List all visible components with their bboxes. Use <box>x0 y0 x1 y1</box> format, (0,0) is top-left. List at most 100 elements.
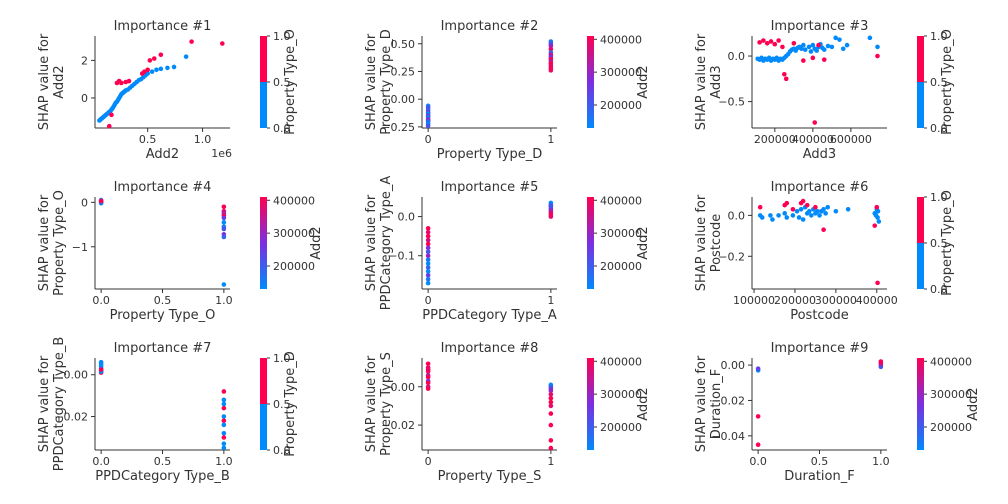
data-point <box>821 206 826 212</box>
data-point <box>825 43 831 49</box>
colorbar-tick-label: 200000 <box>930 421 972 434</box>
data-point <box>158 66 164 72</box>
x-tick-label: 0.5 <box>154 294 172 307</box>
x-tick-label: 1.0 <box>215 294 233 307</box>
data-point <box>221 226 227 232</box>
data-point <box>109 112 114 118</box>
data-point <box>425 280 431 286</box>
y-tick-label: 0 <box>81 196 88 209</box>
y-tick-label: −0.02 <box>54 411 88 424</box>
y-tick-label: 0.00 <box>64 369 89 382</box>
x-axis-label: Property Type_S <box>438 469 542 484</box>
chart-title: Importance #4 <box>114 180 212 195</box>
data-point <box>770 217 775 222</box>
data-point <box>801 58 806 63</box>
x-tick-label: 0 <box>425 294 432 307</box>
data-point <box>425 272 431 278</box>
y-tick-label: 0.00 <box>391 93 416 106</box>
x-tick-label: 0 <box>425 133 432 146</box>
data-point <box>816 42 821 48</box>
x-offset-label: 1e6 <box>211 147 232 160</box>
data-point <box>875 215 880 220</box>
data-point <box>548 411 554 416</box>
colorbar-tick-label: 0.5 <box>930 237 948 250</box>
x-axis-label: Property Type_O <box>110 308 216 323</box>
y-tick-label: −0.04 <box>711 430 745 443</box>
chart-title: Importance #7 <box>114 341 212 356</box>
y-tick-label: −0.25 <box>381 121 415 134</box>
data-point <box>768 39 774 44</box>
data-point <box>221 397 227 403</box>
colorbar-tick-label: 1.0 <box>273 30 291 43</box>
data-point <box>845 206 851 212</box>
y-tick-label: −0.2 <box>718 250 745 263</box>
colorbar-label: Add2 <box>636 65 651 98</box>
colorbar-tick-label: 0.0 <box>930 283 948 296</box>
y-tick-label: −0.02 <box>381 419 415 432</box>
x-tick-label: 1.0 <box>872 455 890 468</box>
subplot-4: Importance #4 0.0 0.5 1.0 −1 0 Property Type_O… <box>37 180 324 323</box>
data-point <box>220 41 225 46</box>
x-axis-label: Postcode <box>790 308 849 323</box>
data-point <box>221 401 227 407</box>
data-point <box>425 123 431 129</box>
colorbar-gradient <box>587 197 594 289</box>
y-tick-label: 2 <box>81 54 88 67</box>
data-point <box>833 35 838 41</box>
chart-title: Importance #5 <box>441 180 539 195</box>
data-point <box>106 123 112 129</box>
data-point <box>878 364 884 370</box>
colorbar-label: Add2 <box>636 226 651 259</box>
y-tick-label: 0.25 <box>391 65 416 78</box>
colorbar-tick-label: 300000 <box>273 227 315 240</box>
colorbar-tick-label: 400000 <box>600 33 642 46</box>
colorbar-low-segment <box>260 82 267 128</box>
data-point <box>425 245 431 251</box>
colorbar-tick-label: 200000 <box>600 421 642 434</box>
data-point <box>425 386 431 391</box>
y-axis-label-line1: SHAP value for <box>694 355 709 452</box>
data-point <box>425 261 431 266</box>
data-point <box>776 38 781 43</box>
subplot-9: Importance #90.0 0.5 1.0−0.04−0.020.00Dura… <box>694 341 981 484</box>
colorbar-high-segment <box>260 358 267 404</box>
y-tick-label: 0.00 <box>721 359 746 372</box>
x-tick-label: 300000 <box>815 294 857 307</box>
colorbar-tick-label: 300000 <box>600 388 642 401</box>
chart-title: Importance #9 <box>771 341 869 356</box>
x-tick-label: 0.5 <box>811 455 829 468</box>
y-tick-label: −0.5 <box>718 96 745 109</box>
y-axis-label-line2: PPDCategory Type_A <box>379 176 394 311</box>
colorbar-tick-label: 400000 <box>600 194 642 207</box>
colorbar-tick-label: 0.5 <box>273 398 291 411</box>
x-tick-label: 0.5 <box>154 455 172 468</box>
data-point <box>761 38 766 43</box>
colorbar-tick-label: 300000 <box>600 66 642 79</box>
chart-title: Importance #2 <box>441 19 539 34</box>
data-point <box>425 226 431 231</box>
data-point <box>782 71 787 77</box>
y-tick-label: 0.0 <box>728 209 746 222</box>
colorbar-tick-label: 300000 <box>600 227 642 240</box>
data-point <box>875 44 880 50</box>
y-tick-label: 0 <box>81 92 88 105</box>
data-point <box>817 213 822 218</box>
data-point <box>867 35 873 41</box>
data-point <box>875 209 881 214</box>
colorbar-high-segment <box>917 36 924 82</box>
x-axis-label: Property Type_D <box>437 147 543 162</box>
colorbar-tick-label: 400000 <box>930 355 972 368</box>
chart-title: Importance #3 <box>771 19 869 34</box>
colorbar-label: Property Type_O <box>940 190 955 296</box>
data-point <box>548 399 554 405</box>
data-point <box>221 389 227 394</box>
x-tick-label: 0.0 <box>749 455 767 468</box>
data-point <box>98 367 104 372</box>
subplot-5: Importance #5 0 1 −0.1 0.0 PPDCategory Type_A… <box>364 176 651 323</box>
data-point <box>425 229 431 235</box>
colorbar: 200000 300000 400000 Add2 <box>587 33 651 128</box>
